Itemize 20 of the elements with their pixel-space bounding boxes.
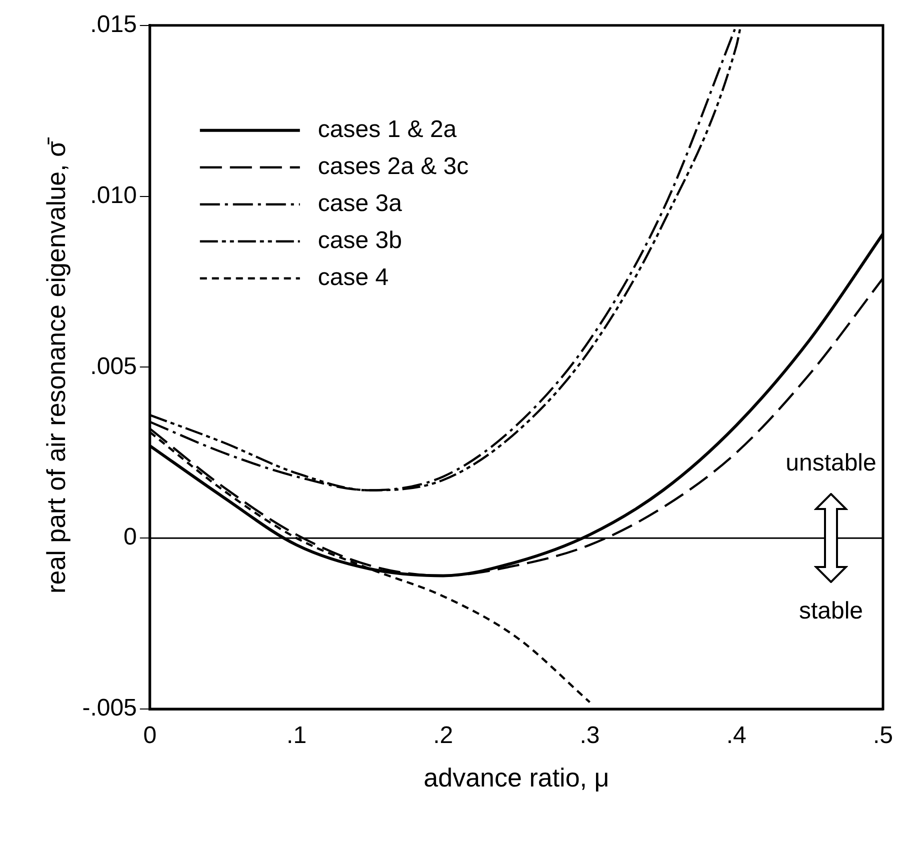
annotation: stable	[798, 598, 864, 625]
legend-label: cases 2a & 3c	[318, 153, 469, 180]
x-tick-label: .5	[872, 722, 893, 750]
y-tick-label: .005	[90, 352, 137, 380]
x-tick-label: .1	[286, 722, 307, 750]
y-tick-label: .015	[90, 11, 137, 38]
legend-label: case 4	[318, 264, 389, 292]
x-tick-label: 0	[143, 722, 157, 750]
legend-label: case 3a	[318, 190, 403, 218]
annotation: unstable	[786, 450, 876, 477]
y-tick-label: 0	[124, 524, 137, 551]
x-axis-title: advance ratio, μ	[424, 762, 610, 793]
y-tick-label: .010	[90, 182, 137, 209]
x-tick-label: .3	[580, 722, 600, 750]
legend-label: case 3b	[318, 227, 402, 254]
y-tick-label: -.005	[82, 694, 137, 722]
legend-label: cases 1 & 2a	[318, 116, 458, 144]
x-tick-label: .4	[726, 722, 746, 750]
x-tick-label: .2	[433, 722, 454, 750]
y-axis-title: real part of air resonance eigenvalue, σ̄	[40, 136, 71, 594]
